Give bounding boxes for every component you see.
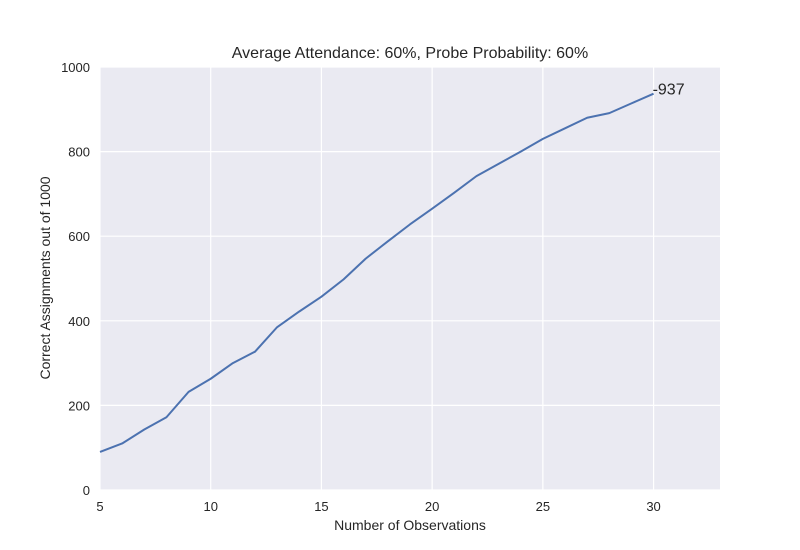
x-tick-label: 30 <box>646 499 660 514</box>
y-tick-label: 0 <box>83 483 90 498</box>
y-tick-label: 200 <box>68 398 90 413</box>
y-tick-label: 1000 <box>61 60 90 75</box>
tick-labels: 5 10 15 20 25 30 0 200 400 600 800 1000 <box>61 60 661 514</box>
series-layer <box>99 92 654 453</box>
grid-lines <box>99 66 720 491</box>
x-axis-label: Number of Observations <box>334 517 486 533</box>
end-value-label: -937 <box>653 82 685 99</box>
x-tick-label: 25 <box>536 499 550 514</box>
x-tick-label: 10 <box>203 499 217 514</box>
chart-title: Average Attendance: 60%, Probe Probabili… <box>232 45 588 62</box>
x-tick-label: 15 <box>314 499 328 514</box>
x-tick-label: 20 <box>425 499 439 514</box>
y-tick-label: 600 <box>68 229 90 244</box>
y-axis-label: Correct Assignments out of 1000 <box>37 176 53 379</box>
series-line <box>99 92 654 453</box>
x-tick-label: 5 <box>96 499 103 514</box>
y-tick-label: 400 <box>68 314 90 329</box>
plot-background <box>100 67 720 490</box>
y-tick-label: 800 <box>68 145 90 160</box>
